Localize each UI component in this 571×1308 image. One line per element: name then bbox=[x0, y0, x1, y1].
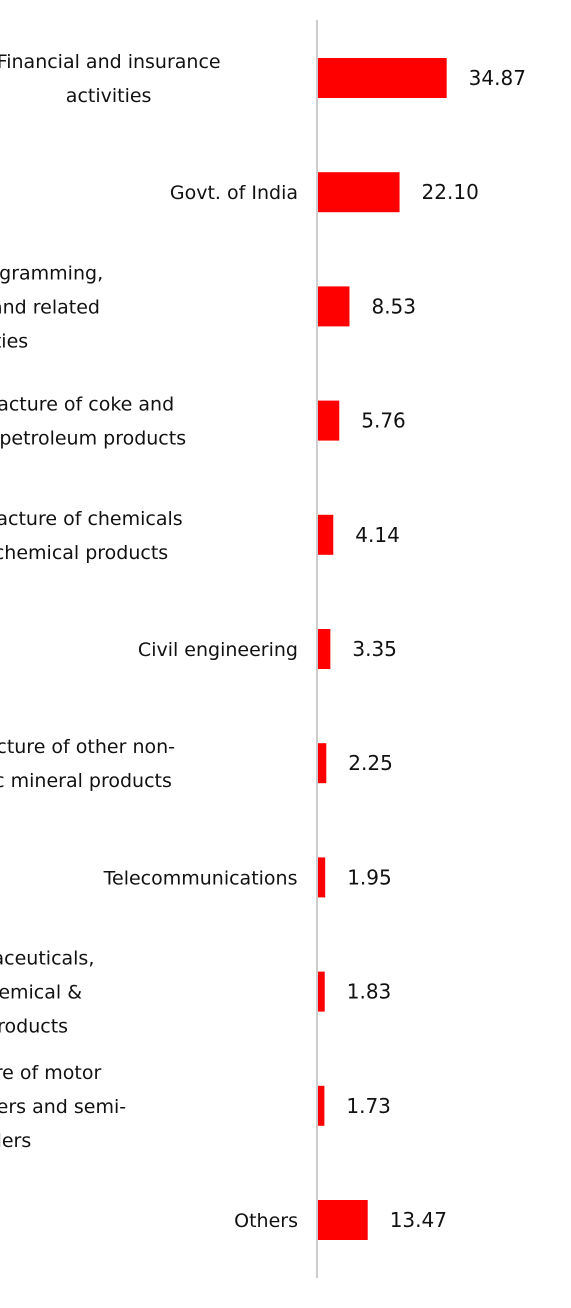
category-labels: Financial and insurance activities Govt. o… bbox=[0, 51, 298, 1232]
category-label: Manufacture of coke and refined petroleum… bbox=[0, 394, 186, 450]
category-label-line: trailers bbox=[0, 1130, 31, 1152]
value-label: 1.73 bbox=[346, 1094, 391, 1118]
category-label: Telecommunications bbox=[103, 867, 298, 889]
value-label: 5.76 bbox=[361, 409, 406, 433]
bar bbox=[318, 1200, 368, 1240]
category-label-line: Telecommunications bbox=[103, 867, 298, 889]
category-label-line: Manufacture of motor bbox=[0, 1062, 101, 1084]
value-label: 1.95 bbox=[347, 865, 392, 889]
bar bbox=[318, 172, 400, 213]
category-label-line: Financial and insurance bbox=[0, 51, 221, 73]
category-label-line: refined petroleum products bbox=[0, 428, 186, 450]
category-label-line: metallic mineral products bbox=[0, 770, 172, 792]
category-label-line: activities bbox=[66, 85, 152, 107]
category-label: Others bbox=[234, 1210, 298, 1232]
bar bbox=[318, 857, 326, 898]
value-label: 4.14 bbox=[355, 523, 400, 547]
value-labels: 34.87 22.10 8.53 5.76 4.14 3.35 2.25 1.95 1.83 1.… bbox=[346, 66, 526, 1232]
value-label: 8.53 bbox=[371, 294, 416, 318]
bar bbox=[318, 629, 331, 669]
category-label-line: consultancy and related bbox=[0, 296, 100, 318]
category-label: Govt. of India bbox=[170, 182, 298, 204]
value-label: 2.25 bbox=[348, 751, 393, 775]
category-label-line: Manufacture of coke and bbox=[0, 394, 174, 416]
bar bbox=[318, 286, 350, 327]
category-label: Mfg of pharmaceuticals, medicinal chemica… bbox=[0, 948, 94, 1038]
category-label-line: activities bbox=[0, 330, 28, 352]
category-label-line: and chemical products bbox=[0, 542, 168, 564]
category-label: Manufacture of motor vehicles, trailers a… bbox=[0, 1062, 126, 1152]
category-label: Civil engineering bbox=[138, 639, 298, 661]
category-label-line: Manufacture of chemicals bbox=[0, 508, 183, 530]
category-label: Manufacture of chemicals and chemical pro… bbox=[0, 508, 183, 564]
bar bbox=[318, 514, 334, 555]
value-label: 22.10 bbox=[422, 180, 479, 204]
bar bbox=[318, 743, 327, 784]
category-label-line: botanical products bbox=[0, 1016, 68, 1038]
category-label: Computer programming, consultancy and rel… bbox=[0, 262, 103, 352]
category-label-line: Mfg of pharmaceuticals, bbox=[0, 948, 94, 970]
bar bbox=[318, 1085, 325, 1126]
bar bbox=[318, 971, 325, 1012]
category-label-line: medicinal chemical & bbox=[0, 982, 82, 1004]
value-label: 1.83 bbox=[347, 980, 392, 1004]
category-label-line: Others bbox=[234, 1210, 298, 1232]
value-label: 34.87 bbox=[469, 66, 526, 90]
category-label-line: Computer programming, bbox=[0, 262, 103, 284]
category-label: Financial and insurance activities bbox=[0, 51, 221, 107]
value-label: 13.47 bbox=[390, 1208, 447, 1232]
category-label-line: vehicles, trailers and semi- bbox=[0, 1096, 126, 1118]
category-label-line: Manufacture of other non- bbox=[0, 736, 175, 758]
category-label-line: Civil engineering bbox=[138, 639, 298, 661]
bars bbox=[318, 58, 447, 1240]
bar bbox=[318, 58, 447, 98]
bar bbox=[318, 400, 340, 441]
category-label: Manufacture of other non-metallic minera… bbox=[0, 736, 175, 792]
category-label-line: Govt. of India bbox=[170, 182, 298, 204]
value-label: 3.35 bbox=[352, 637, 397, 661]
